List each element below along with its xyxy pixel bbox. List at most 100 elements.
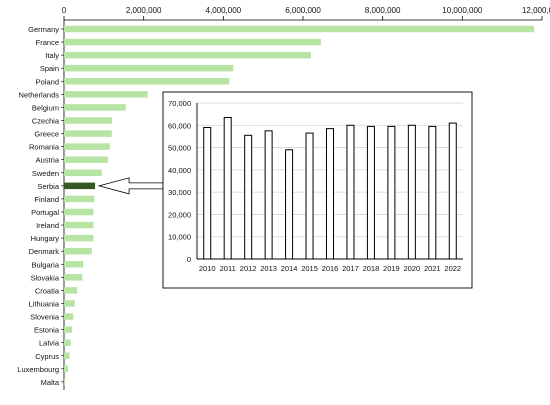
y-tick-label: Bulgaria xyxy=(31,260,59,269)
bar xyxy=(64,365,68,373)
inset-bar xyxy=(285,149,294,260)
y-tick-label: Slovakia xyxy=(31,273,60,282)
callout-arrow-shape xyxy=(97,177,164,195)
bar xyxy=(64,78,230,85)
y-tick-label: Malta xyxy=(41,378,60,387)
bar xyxy=(64,261,84,268)
y-tick-label: Estonia xyxy=(34,326,60,335)
inset-x-tick-label: 2013 xyxy=(260,264,277,273)
y-tick-label: Slovenia xyxy=(30,313,60,322)
bar xyxy=(64,195,95,203)
bar xyxy=(64,221,94,229)
inset-x-tick-label: 2022 xyxy=(444,264,461,273)
inset-bar xyxy=(448,122,457,260)
bar xyxy=(64,208,94,216)
inset-y-tick-label: 70,000 xyxy=(168,99,191,108)
y-tick-label: Spain xyxy=(40,64,59,73)
inset-bar xyxy=(326,128,334,260)
inset-x-tick-label: 2015 xyxy=(301,264,318,273)
inset-bar xyxy=(428,125,437,260)
y-tick-label: Germany xyxy=(28,25,59,34)
bar xyxy=(64,25,535,33)
y-tick-label: Portugal xyxy=(31,208,59,217)
bar xyxy=(64,326,72,333)
bar xyxy=(64,352,70,359)
bar xyxy=(64,274,83,281)
x-tick-label: 0 xyxy=(62,6,67,15)
bar xyxy=(64,234,94,242)
inset-bar xyxy=(305,132,314,260)
bar xyxy=(64,247,92,255)
y-tick-label: Italy xyxy=(45,51,59,60)
inset-x-tick-label: 2014 xyxy=(281,264,298,273)
bar xyxy=(64,287,78,294)
y-tick-label: Hungary xyxy=(31,234,60,243)
y-tick-label: Poland xyxy=(36,77,59,86)
bar xyxy=(64,313,74,320)
inset-x-tick-label: 2018 xyxy=(363,264,380,273)
bar xyxy=(64,169,102,177)
bar xyxy=(64,51,311,59)
bar xyxy=(64,130,112,137)
bar xyxy=(64,378,66,386)
inset-y-tick-label: 60,000 xyxy=(168,121,191,130)
inset-x-tick-label: 2012 xyxy=(240,264,257,273)
y-tick-label: Denmark xyxy=(29,247,60,256)
inset-y-tick-label: 50,000 xyxy=(168,144,191,153)
bar xyxy=(64,104,126,111)
inset-bar xyxy=(223,116,232,260)
y-tick-label: Belgium xyxy=(32,103,59,112)
bar-highlight xyxy=(64,182,96,190)
x-tick-label: 6,000,000 xyxy=(285,6,321,15)
bar xyxy=(64,339,71,346)
bar xyxy=(64,300,75,307)
inset-y-tick-label: 0 xyxy=(187,255,191,264)
bar xyxy=(64,143,110,150)
bar xyxy=(64,156,108,163)
bar xyxy=(64,117,112,124)
inset-bar xyxy=(203,127,212,260)
main-bar-chart: 0 2,000,000 4,000,000 6,000,000 8,000,000 10,… xyxy=(17,6,550,390)
y-tick-label: Ireland xyxy=(36,221,59,230)
inset-x-tick-label: 2021 xyxy=(424,264,441,273)
y-tick-label: Greece xyxy=(34,130,59,139)
y-tick-label: Croatia xyxy=(35,286,60,295)
y-tick-label: Czechia xyxy=(32,116,60,125)
inset-y-tick-label: 10,000 xyxy=(168,233,191,242)
y-tick-label: Latvia xyxy=(39,339,60,348)
inset-x-tick-label: 2020 xyxy=(404,264,421,273)
inset-x-tick-label: 2010 xyxy=(199,264,216,273)
inset-x-tick-label: 2019 xyxy=(383,264,400,273)
y-tick-label: Luxembourg xyxy=(17,365,59,374)
inset-bar xyxy=(346,124,355,260)
y-tick-label: France xyxy=(36,38,59,47)
inset-bar xyxy=(407,124,416,260)
inset-bar xyxy=(244,134,253,260)
callout-arrow xyxy=(97,177,164,195)
y-tick-label: Cyprus xyxy=(35,352,59,361)
inset-bar-chart: 0 10,000 20,000 30,000 40,000 50,000 60,000 70,… xyxy=(162,91,473,289)
y-tick-label: Austria xyxy=(36,156,60,165)
inset-x-tick-label: 2016 xyxy=(322,264,339,273)
inset-y-tick-label: 40,000 xyxy=(168,166,191,175)
x-tick-label: 12,000,000 xyxy=(522,6,550,15)
inset-frame xyxy=(162,91,473,289)
inset-x-tick-label: 2011 xyxy=(220,264,236,273)
inset-y-tick-label: 20,000 xyxy=(168,210,191,219)
bar xyxy=(64,38,321,46)
bar xyxy=(64,91,148,98)
y-tick-label: Sweden xyxy=(32,169,59,178)
x-tick-label: 8,000,000 xyxy=(365,6,401,15)
x-tick-label: 2,000,000 xyxy=(126,6,162,15)
inset-x-tick-label: 2017 xyxy=(342,264,359,273)
y-tick-label: Serbia xyxy=(37,182,60,191)
y-tick-label: Netherlands xyxy=(19,90,60,99)
x-tick-label: 4,000,000 xyxy=(206,6,242,15)
bar xyxy=(64,64,234,72)
x-tick-label: 10,000,000 xyxy=(442,6,483,15)
y-tick-label: Romania xyxy=(29,143,60,152)
inset-bar xyxy=(387,125,396,260)
inset-bar xyxy=(264,130,273,260)
